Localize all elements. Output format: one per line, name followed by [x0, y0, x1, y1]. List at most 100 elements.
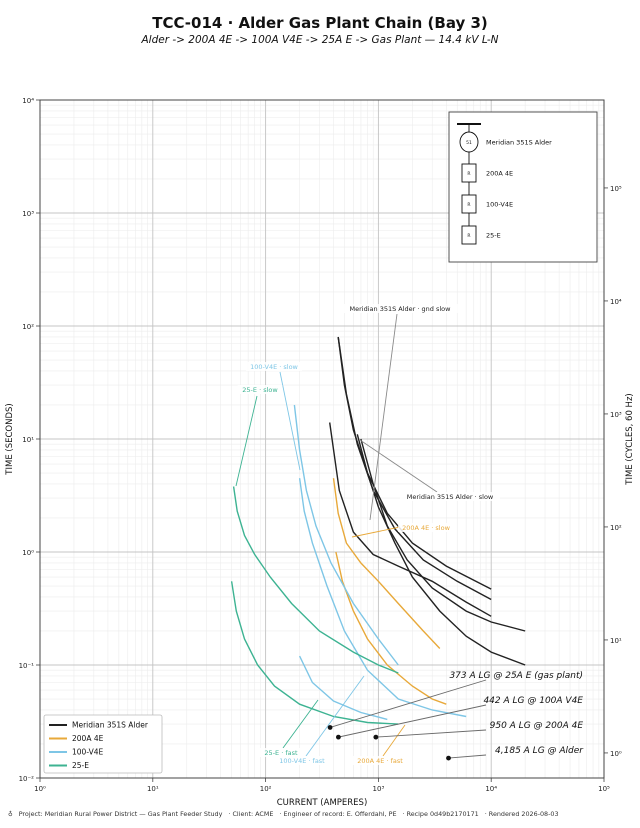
- fault-marker-dot: [336, 734, 341, 740]
- tcc-curve-2-1: [298, 478, 467, 718]
- curve-annotation-label: Meridian 351S Alder · gnd slow: [350, 305, 452, 313]
- annotation-leader: [235, 395, 258, 487]
- tcc-curves: [230, 336, 526, 725]
- x-tick-label: 10⁴: [485, 785, 497, 793]
- annotation-leader: [305, 675, 365, 757]
- fault-marker-label: 4,185 A LG @ Alder: [495, 746, 584, 756]
- annotation-leader: [279, 371, 301, 471]
- annotation-bg: [398, 523, 454, 532]
- annotation-bg: [237, 385, 283, 394]
- footer-client: · Client: ACME: [228, 810, 274, 818]
- x-tick-label: 10⁵: [598, 785, 610, 793]
- curve-annotation-label: 25-E · fast: [264, 749, 298, 757]
- relay-symbol: [459, 131, 479, 153]
- one-line-diagram: 51 Meridian 351S Alder R 200A 4E R 100-V4E R 25…: [448, 111, 598, 263]
- y-tick-label: 10¹: [22, 436, 34, 444]
- x-tick-label: 10⁰: [34, 785, 46, 793]
- tcc-curve-0-1: [337, 336, 492, 601]
- utility-logo-icon: ♁: [8, 810, 13, 818]
- annotation-bg: [342, 304, 458, 313]
- chart-subtitle: Alder -> 200A 4E -> 100A V4E -> 25A E ->…: [141, 34, 499, 46]
- curve-annotation-label: 25-E · slow: [242, 386, 278, 394]
- chart-title: TCC-014 · Alder Gas Plant Chain (Bay 3): [152, 14, 488, 32]
- y-tick-label: 10⁻¹: [19, 662, 35, 670]
- annotation-leader: [359, 439, 438, 493]
- x-tick-label: 10²: [260, 785, 272, 793]
- footer-rendered: · Rendered 2026-08-03: [484, 810, 559, 818]
- fault-leader: [329, 679, 487, 728]
- fault-leader: [338, 704, 487, 738]
- legend-entry: Meridian 351S Alder: [72, 721, 149, 730]
- curve-annotations: Meridian 351S Alder · gnd slow Meridian 3…: [235, 304, 501, 765]
- annotation-leader: [382, 724, 406, 757]
- annotation-bg: [274, 756, 330, 765]
- curve-annotation-label: 100-V4E · slow: [250, 363, 298, 371]
- y-tick-label: 10⁴: [22, 97, 34, 105]
- recloser-symbol: [461, 194, 477, 214]
- y2-tick-label: 10⁴: [610, 298, 622, 306]
- recloser-symbol: [461, 163, 477, 183]
- y-tick-label: 10⁰: [22, 549, 34, 557]
- y2-tick-label: 10¹: [610, 637, 622, 645]
- one-line-symbol-label: R: [467, 233, 470, 239]
- legend-entry: 200A 4E: [72, 734, 104, 743]
- fault-marker-dot: [446, 755, 451, 761]
- fault-markers: 373 A LG @ 25A E (gas plant) 442 A LG @ 1…: [327, 671, 584, 761]
- fault-marker-label: 950 A LG @ 200A 4E: [490, 721, 584, 731]
- recloser-symbol: [461, 225, 477, 245]
- y2-axis-label: TIME (CYCLES, 60 Hz): [625, 393, 635, 485]
- footer-recipe: · Recipe 0d49b2170171: [402, 810, 479, 818]
- one-line-symbol-label: 51: [466, 140, 472, 146]
- fault-marker-dot: [373, 734, 379, 740]
- y2-tick-label: 10²: [610, 524, 622, 532]
- annotation-bg: [352, 756, 408, 765]
- footer-project: Project: Meridian Rural Power District —…: [18, 810, 223, 818]
- tcc-curve-3-1: [230, 581, 399, 725]
- fault-marker-dot: [327, 725, 333, 730]
- annotation-leader: [282, 699, 319, 749]
- tcc-curve-0-2: [329, 422, 492, 617]
- fault-leader: [375, 729, 487, 738]
- annotation-bg: [258, 748, 304, 757]
- curve-annotation-label: 200A 4E · slow: [402, 524, 451, 532]
- one-line-device-label: 200A 4E: [486, 170, 513, 178]
- y-axis-label: TIME (SECONDS): [5, 403, 15, 475]
- tcc-curve-2-2: [298, 655, 388, 721]
- fault-marker-label: 442 A LG @ 100A V4E: [483, 696, 583, 706]
- x-tick-label: 10³: [373, 785, 385, 793]
- tcc-curve-2-0: [293, 404, 399, 666]
- tcc-curve-1-0: [332, 478, 441, 649]
- y-tick-label: 10³: [22, 210, 34, 218]
- legend-entry: 100-V4E: [72, 748, 103, 757]
- curve-annotation-label: Meridian 351S Alder · slow: [407, 493, 494, 501]
- y2-tick-label: 10³: [610, 411, 622, 419]
- tcc-curve-3-0: [232, 486, 399, 674]
- one-line-symbol-label: R: [467, 171, 470, 177]
- x-tick-label: 10¹: [147, 785, 159, 793]
- y-tick-label: 10²: [22, 323, 34, 331]
- legend-entry: 25-E: [72, 761, 89, 770]
- curve-annotation-label: 100-V4E · fast: [279, 757, 325, 765]
- legend-box: [43, 714, 163, 774]
- tcc-curve-0-3: [360, 438, 526, 632]
- one-line-device-label: 100-V4E: [486, 201, 513, 209]
- y2-tick-label: 10⁵: [610, 185, 622, 193]
- annotation-bg: [399, 492, 501, 501]
- y2-tick-label: 10⁰: [610, 750, 622, 758]
- y-tick-label: 10⁻²: [19, 775, 35, 783]
- footer-engineer: · Engineer of record: E. Offerdahl, PE: [279, 810, 397, 818]
- legend: Meridian 351S Alder 200A 4E 100-V4E 25-E: [43, 714, 163, 774]
- curve-annotation-label: 200A 4E · fast: [357, 757, 403, 765]
- one-line-symbol-label: R: [467, 202, 470, 208]
- annotation-bg: [246, 362, 302, 371]
- annotation-leader: [369, 313, 398, 521]
- tcc-curve-0-4: [356, 434, 526, 666]
- one-line-device-label: Meridian 351S Alder: [486, 139, 552, 147]
- footer: ♁ Project: Meridian Rural Power District …: [8, 810, 565, 818]
- annotation-leader: [351, 526, 401, 538]
- one-line-device-label: 25-E: [486, 232, 501, 240]
- fault-leader: [448, 754, 487, 759]
- fault-marker-label: 373 A LG @ 25A E (gas plant): [449, 671, 583, 681]
- x-axis-label: CURRENT (AMPERES): [277, 798, 368, 808]
